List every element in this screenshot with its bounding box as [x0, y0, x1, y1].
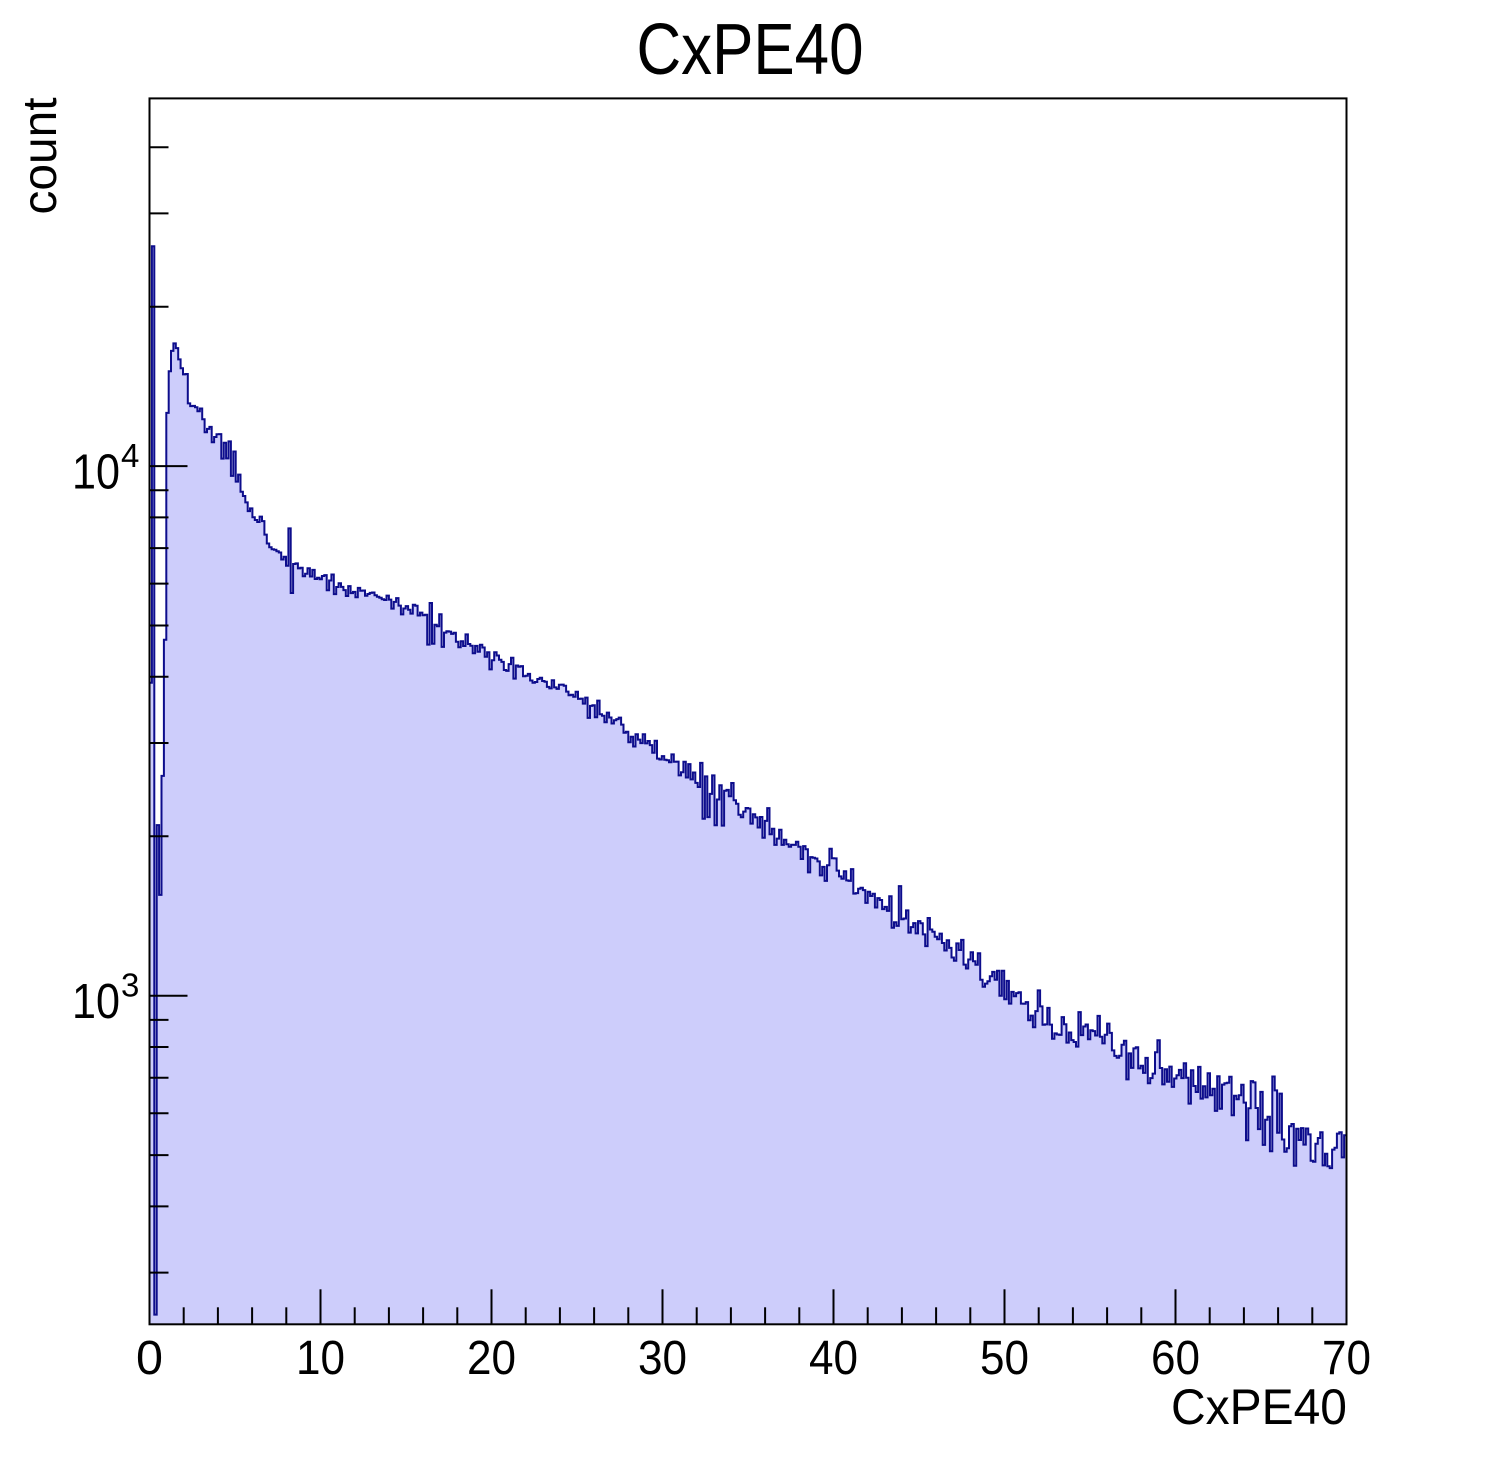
- svg-text:10: 10: [72, 975, 120, 1029]
- svg-text:40: 40: [809, 1331, 858, 1385]
- svg-text:3: 3: [121, 966, 139, 1003]
- svg-text:70: 70: [1322, 1331, 1371, 1385]
- svg-text:60: 60: [1151, 1331, 1200, 1385]
- svg-text:count: count: [14, 98, 67, 215]
- svg-text:0: 0: [136, 1331, 163, 1385]
- svg-text:CxPE40: CxPE40: [1171, 1379, 1347, 1435]
- svg-text:CxPE40: CxPE40: [637, 10, 864, 90]
- svg-text:30: 30: [638, 1331, 687, 1385]
- svg-text:20: 20: [467, 1331, 516, 1385]
- svg-text:10: 10: [296, 1331, 345, 1385]
- svg-text:50: 50: [980, 1331, 1029, 1385]
- svg-text:4: 4: [121, 437, 139, 474]
- svg-text:10: 10: [72, 445, 120, 499]
